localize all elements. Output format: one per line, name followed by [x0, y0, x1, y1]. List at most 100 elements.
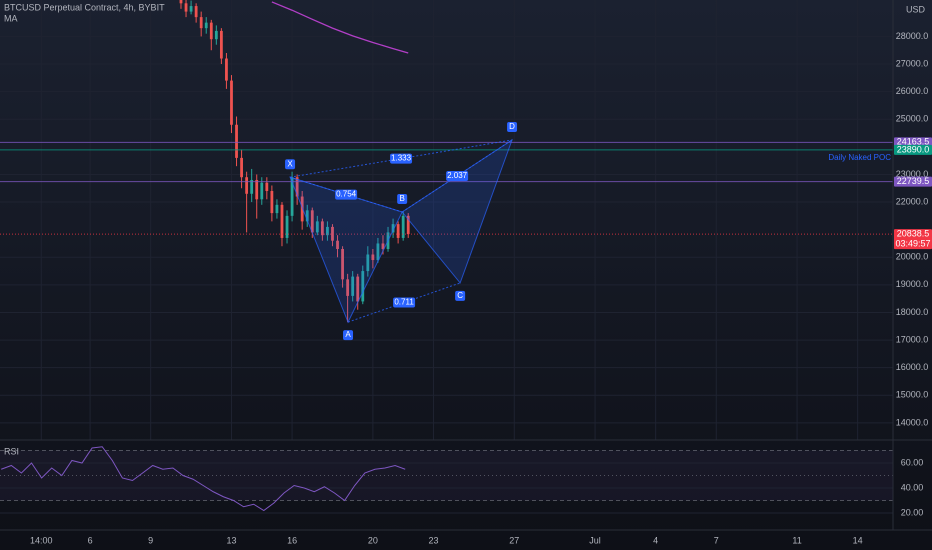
rsi-tick-label: 20.00 — [901, 507, 924, 517]
y-tick-label: 27000.0 — [896, 58, 929, 68]
candle-body — [214, 30, 218, 40]
price-level-label: 23890.0 — [897, 144, 930, 154]
candle-body — [255, 179, 259, 200]
ratio-label: 0.754 — [336, 190, 357, 199]
x-tick-label: 14 — [853, 535, 863, 545]
ratio-label: 2.037 — [447, 171, 468, 180]
x-tick-label: 16 — [287, 535, 297, 545]
point-label: C — [457, 291, 463, 300]
price-level-tag — [894, 144, 932, 155]
point-label: B — [399, 194, 404, 203]
candle-body — [219, 30, 223, 59]
candle-body — [240, 157, 243, 178]
y-tick-label: 14000.0 — [896, 417, 929, 427]
candle-body — [295, 177, 299, 197]
x-tick-label: 9 — [148, 535, 153, 545]
candle-body — [189, 6, 193, 12]
pattern-leg — [289, 176, 403, 213]
price-level-label: 20838.5 — [897, 228, 930, 238]
rsi-band — [0, 450, 893, 501]
candle-body — [280, 204, 284, 238]
candle-body — [346, 279, 350, 296]
ratio-tag — [446, 170, 469, 181]
y-tick-label: 19000.0 — [896, 279, 929, 289]
candle-body — [336, 240, 339, 249]
y-tick-label: 28000.0 — [896, 31, 929, 41]
candle-body — [356, 276, 360, 302]
candle-body — [235, 124, 238, 158]
candle-body — [265, 182, 269, 192]
candle-body — [315, 221, 319, 233]
x-tick-label: 11 — [792, 535, 801, 545]
point-tag — [507, 121, 518, 132]
point-label: D — [509, 122, 515, 131]
main-pane: Daily Naked POC 1.333 0.754 2.037 0.711 X A B C D — [0, 0, 893, 440]
candle-body — [305, 210, 309, 222]
candle-body — [290, 177, 294, 216]
candle-body — [406, 215, 410, 235]
candle-body — [250, 179, 254, 194]
x-tick-label: 4 — [653, 535, 658, 545]
price-level-tag — [894, 137, 932, 148]
x-tick-label: 20 — [368, 535, 378, 545]
candle-body — [326, 226, 329, 236]
x-tick-label: 6 — [88, 535, 93, 545]
rsi-tick-label: 40.00 — [901, 482, 924, 492]
x-tick-label: 14:00 — [30, 535, 53, 545]
candle-body — [381, 243, 385, 249]
candle-body — [230, 80, 233, 125]
candle-body — [179, 0, 183, 4]
candle-body — [194, 6, 198, 18]
candle-body — [341, 248, 344, 280]
x-tick-label: Jul — [589, 535, 601, 545]
ma-line — [271, 1, 409, 54]
candle-body — [320, 221, 324, 236]
candle-body — [351, 276, 355, 296]
candle-body — [366, 254, 370, 272]
x-tick-label: 23 — [428, 535, 438, 545]
price-level-label: 24163.5 — [897, 137, 930, 147]
point-tag — [397, 193, 408, 204]
point-label: X — [287, 159, 293, 168]
y-tick-label: 16000.0 — [896, 362, 929, 372]
currency: USD — [906, 4, 926, 14]
candle-body — [225, 58, 228, 81]
candle-body — [300, 196, 304, 222]
rsi-tick-label: 60.00 — [901, 457, 924, 467]
y-tick-label: 15000.0 — [896, 390, 929, 400]
candle-body — [376, 243, 380, 261]
ratio-tag — [390, 153, 413, 164]
candle-body — [270, 191, 274, 214]
rsi-pane — [0, 446, 893, 514]
candle-body — [184, 3, 188, 12]
candle-body — [310, 210, 314, 233]
candle-body — [285, 215, 289, 238]
y-tick-label: 22000.0 — [896, 196, 929, 206]
y-tick-label: 26000.0 — [896, 86, 929, 96]
ratio-tag — [393, 297, 416, 308]
candle-body — [209, 22, 213, 40]
price-level-label: 22739.5 — [897, 176, 930, 186]
point-tag — [285, 159, 296, 170]
symbol-title: BTCUSD Perpetual Contract, 4h, BYBIT — [4, 2, 165, 12]
point-tag — [343, 330, 354, 341]
candle-body — [371, 254, 375, 261]
candle-body — [260, 182, 264, 200]
candle-body — [199, 17, 203, 29]
countdown: 03:49:57 — [895, 238, 930, 248]
x-tick-label: 7 — [714, 535, 719, 545]
y-tick-label: 23000.0 — [896, 169, 929, 179]
point-tag — [455, 290, 466, 301]
ma-legend: MA — [4, 13, 18, 23]
price-level-name: Daily Naked POC — [828, 153, 891, 162]
candle-body — [361, 271, 365, 302]
price-level-tag — [894, 176, 932, 187]
ratio-label: 0.711 — [394, 298, 414, 307]
y-tick-label: 20000.0 — [896, 252, 929, 262]
candle-body — [396, 224, 400, 238]
candle-body — [391, 224, 395, 233]
x-tick-label: 13 — [226, 535, 236, 545]
candle-body — [401, 215, 405, 238]
candle-body — [275, 204, 279, 214]
